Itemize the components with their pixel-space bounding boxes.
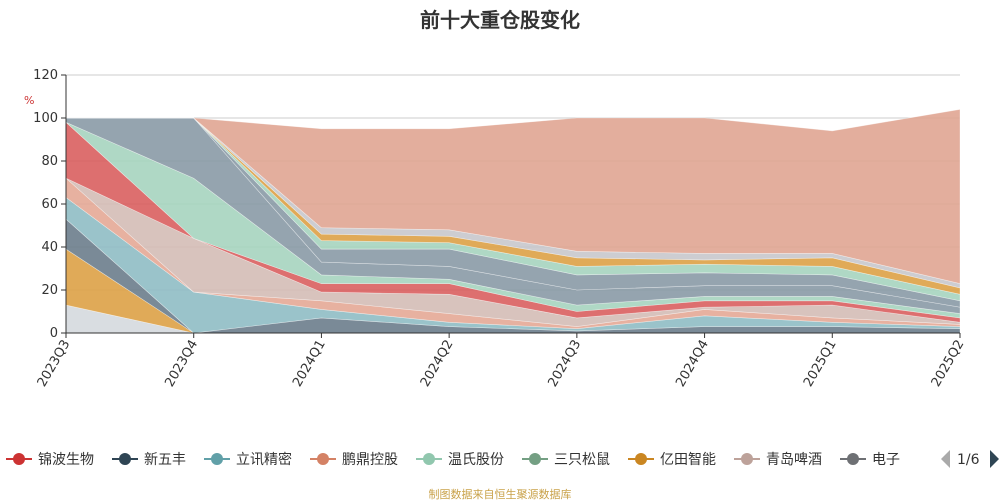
y-tick-label: 80 (41, 154, 58, 169)
y-tick-label: 40 (41, 240, 58, 255)
legend-item[interactable]: 立讯精密 (204, 451, 292, 468)
legend-item[interactable]: 鹏鼎控股 (310, 452, 398, 468)
legend-marker-icon (13, 453, 25, 465)
legend-item[interactable]: 三只松鼠 (522, 452, 610, 468)
legend-label: 温氏股份 (448, 452, 504, 468)
x-tick-label: 2024Q2 (418, 338, 457, 390)
legend-marker-icon (317, 453, 329, 465)
x-tick-label: 2025Q2 (929, 338, 968, 390)
legend-label: 亿田智能 (660, 452, 716, 468)
legend-item[interactable]: 青岛啤酒 (734, 452, 822, 468)
x-tick-label: 2024Q4 (673, 338, 712, 390)
y-tick-label: 60 (41, 197, 58, 212)
legend-marker-icon (211, 453, 223, 465)
x-tick-label: 2023Q3 (35, 338, 74, 390)
legend-page-indicator: 1/6 (957, 452, 980, 468)
legend-item[interactable]: 亿田智能 (628, 452, 716, 468)
legend-label: 鹏鼎控股 (342, 452, 398, 468)
legend[interactable]: 锦波生物 新五丰 立讯精密 鹏鼎控股 温氏股份 三只松鼠 亿田智能 青岛啤酒 电子 (6, 451, 900, 468)
legend-marker-icon (741, 453, 753, 465)
x-tick-label: 2025Q1 (801, 338, 840, 390)
y-tick-label: 0 (50, 326, 58, 341)
y-tick-label: 20 (41, 283, 58, 298)
legend-next-icon[interactable] (990, 450, 999, 468)
legend-label: 三只松鼠 (554, 452, 610, 468)
area-series (65, 109, 961, 334)
legend-item[interactable]: 新五丰 (112, 452, 186, 468)
y-axis-label: % (24, 94, 34, 107)
x-tick-label: 2024Q1 (290, 338, 329, 390)
legend-item[interactable]: 锦波生物 (6, 451, 94, 468)
legend-marker-icon (529, 453, 541, 465)
legend-prev-icon[interactable] (941, 450, 950, 468)
source-note: 制图数据来自恒生聚源数据库 (428, 488, 572, 501)
chart-title: 前十大重仓股变化 (420, 8, 580, 32)
legend-label: 青岛啤酒 (766, 452, 822, 468)
legend-item[interactable]: 电子 (840, 452, 900, 468)
area-series-13[interactable] (66, 109, 961, 284)
legend-label: 立讯精密 (236, 451, 292, 468)
legend-label: 新五丰 (144, 452, 186, 468)
y-tick-label: 100 (33, 111, 58, 126)
legend-marker-icon (635, 453, 647, 465)
legend-label: 锦波生物 (38, 451, 94, 468)
y-tick-label: 120 (33, 68, 58, 83)
legend-item[interactable]: 温氏股份 (416, 452, 504, 468)
legend-label: 电子 (872, 452, 900, 468)
legend-marker-icon (119, 453, 131, 465)
x-tick-label: 2024Q3 (546, 338, 585, 390)
legend-pager[interactable]: 1/6 (941, 450, 999, 468)
legend-marker-icon (423, 453, 435, 465)
x-tick-label: 2023Q4 (162, 338, 201, 390)
legend-marker-icon (847, 453, 859, 465)
